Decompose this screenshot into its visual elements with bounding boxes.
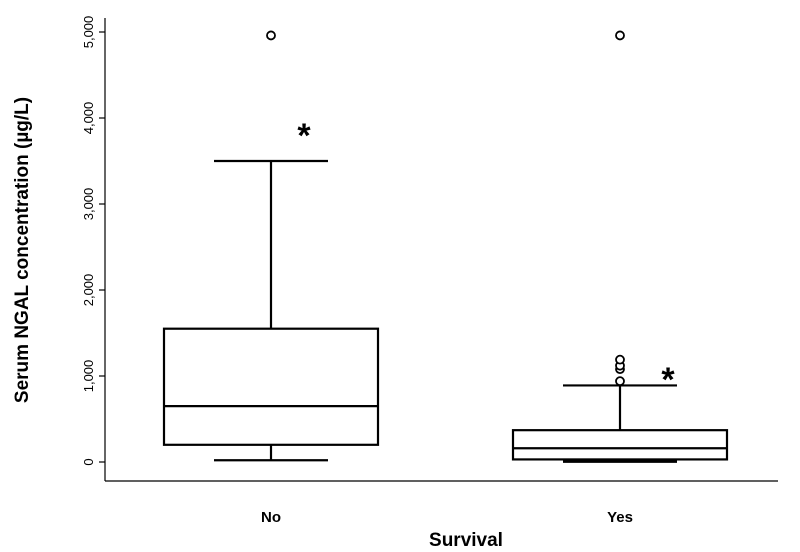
y-tick-label: 0 [81,458,96,465]
significance-asterisk: * [661,361,675,399]
y-tick-label: 5,000 [81,16,96,49]
outlier-point [615,354,625,365]
outlier-point [615,376,625,387]
iqr-box [511,429,729,461]
outlier-point [615,30,625,41]
box-no: * No [162,30,380,526]
boxes: * No * Yes [162,30,729,526]
x-category-label: No [261,509,281,526]
box-yes: * Yes [511,30,729,526]
y-tick-label: 4,000 [81,102,96,135]
y-tick-label: 3,000 [81,188,96,221]
y-axis-title: Serum NGAL concentration (µg/L) [12,97,33,403]
x-axis-title: Survival [429,530,503,551]
iqr-box [162,327,380,446]
x-category-label: Yes [607,509,633,526]
y-tick-label: 1,000 [81,360,96,393]
y-tick-label: 2,000 [81,274,96,307]
y-axis-ticks: 0 1,000 2,000 3,000 4,000 5,000 [81,16,105,466]
significance-asterisk: * [297,117,311,155]
outlier-point [266,30,276,41]
